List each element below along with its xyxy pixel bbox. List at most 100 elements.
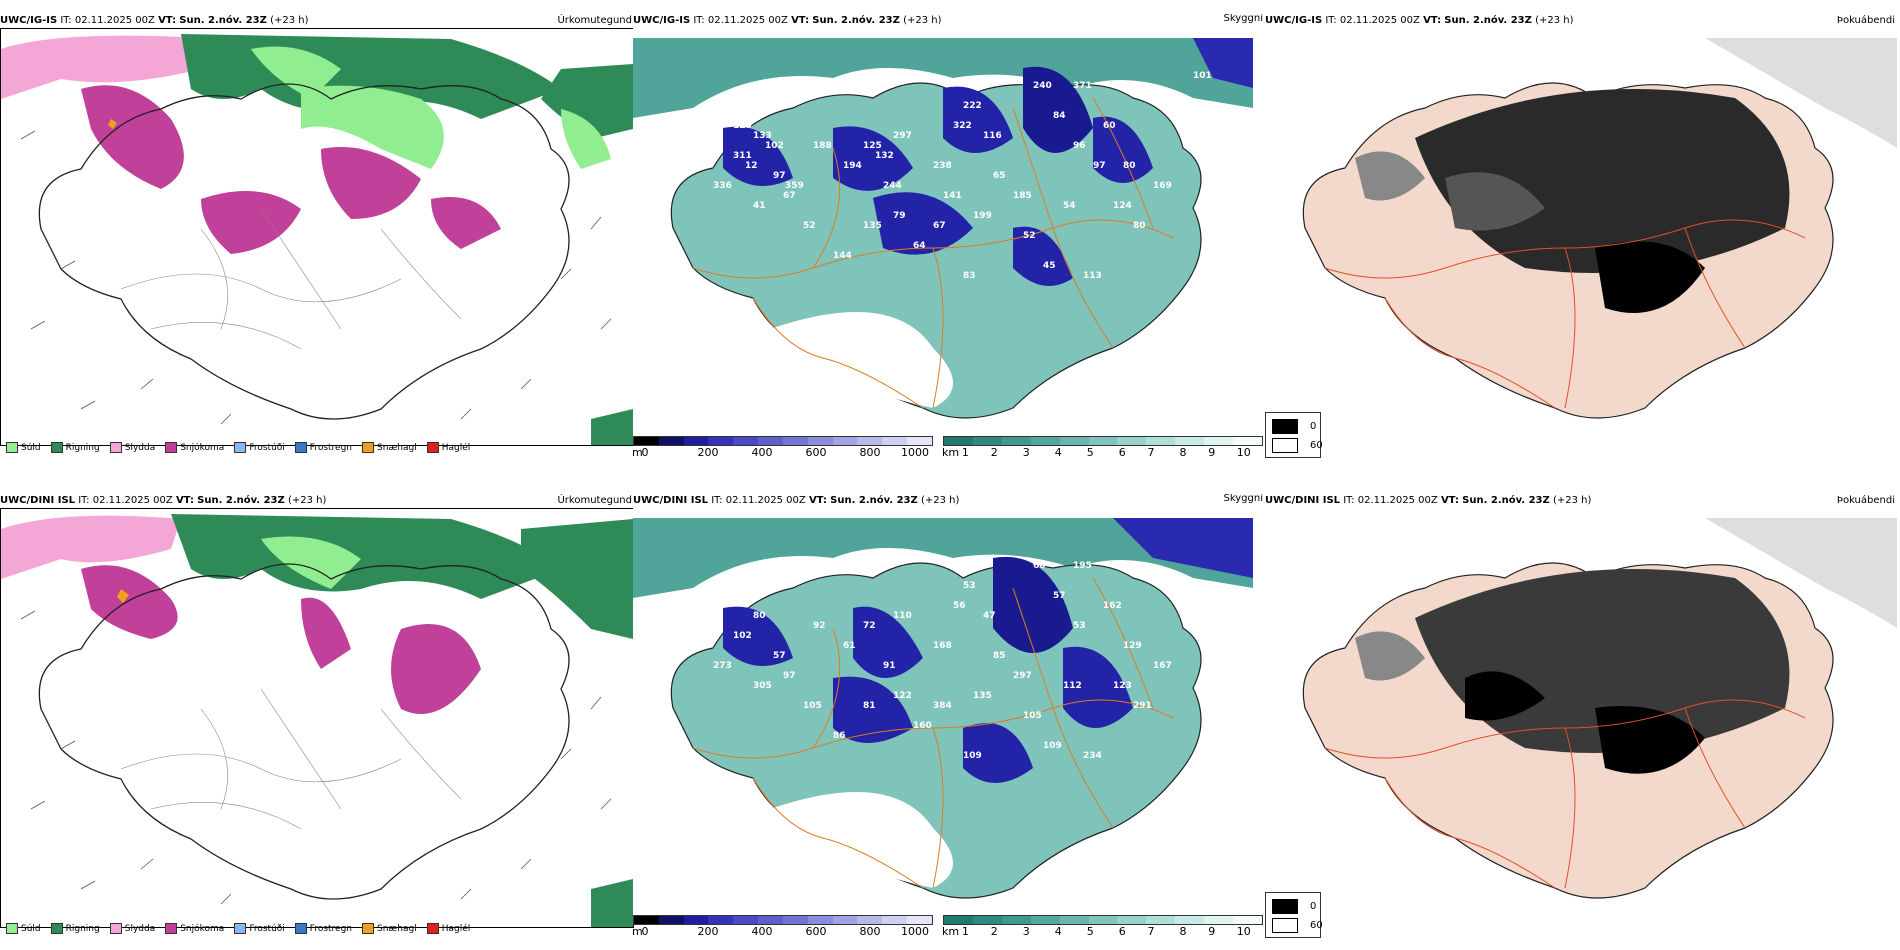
- tick-label: 9: [1208, 446, 1216, 459]
- fog-legend-swatch: [1272, 918, 1298, 933]
- height-label: 96: [1073, 141, 1086, 151]
- height-label: 97: [1093, 161, 1106, 171]
- height-label: 129: [1123, 641, 1142, 651]
- height-label: 67: [783, 191, 796, 201]
- height-label: 72: [863, 621, 876, 631]
- legend-swatch: [426, 442, 439, 453]
- height-label: 102: [765, 141, 784, 151]
- height-label: 84: [1053, 111, 1066, 121]
- height-label: 144: [833, 251, 852, 261]
- height-label: 244: [883, 181, 902, 191]
- tick-label: 600: [805, 446, 827, 459]
- tick-label: 600: [805, 925, 827, 938]
- fog-legend-item: 60: [1272, 918, 1323, 933]
- height-label: 160: [913, 721, 932, 731]
- height-label: 238: [933, 161, 952, 171]
- legend-swatch: [362, 442, 375, 453]
- colorbar-blocks: [943, 915, 1263, 925]
- panel-title: Skyggni: [1223, 14, 1263, 24]
- panel-title: Þokuábendi: [1836, 495, 1895, 506]
- height-label: 167: [1153, 661, 1172, 671]
- precip-map: [0, 28, 634, 446]
- height-label: 80: [753, 611, 766, 621]
- visibility-colorbar-top: km 1 2 3 4 5 6 7 8 9 10: [942, 436, 1263, 459]
- legend-swatch: [50, 442, 63, 453]
- height-label: 132: [875, 151, 894, 161]
- panel-header: UWC/DINI ISL IT: 02.11.2025 00Z VT: Sun.…: [633, 495, 960, 506]
- height-label: 109: [963, 751, 982, 761]
- height-label: 47: [983, 611, 996, 621]
- legend-swatch: [294, 923, 307, 934]
- fog-legend-bottom: 0 60: [1265, 892, 1323, 938]
- height-label: 110: [893, 611, 912, 621]
- legend-swatch: [109, 442, 122, 453]
- height-label: 141: [943, 191, 962, 201]
- height-label: 305: [753, 681, 772, 691]
- tick-label: 10: [1236, 925, 1251, 938]
- tick-label: 6: [1118, 446, 1126, 459]
- height-label: 384: [933, 701, 952, 711]
- height-label: 41: [753, 201, 766, 211]
- height-label: 169: [1153, 181, 1172, 191]
- height-label: 57: [773, 651, 786, 661]
- tick-label: 5: [1086, 446, 1094, 459]
- legend-swatch: [234, 923, 247, 934]
- panel-precip-type-bottom: UWC/DINI ISL IT: 02.11.2025 00Z VT: Sun.…: [0, 494, 634, 944]
- tick-label: 7: [1147, 446, 1155, 459]
- precip-type-legend: Súld Rigning Slydda Snjókoma Frostúði Fr…: [6, 923, 470, 934]
- panel-header: UWC/IG-IS IT: 02.11.2025 00Z VT: Sun. 2.…: [1265, 15, 1574, 26]
- height-label: 86: [833, 731, 846, 741]
- height-label: 56: [953, 601, 966, 611]
- colorbar-blocks: [633, 915, 933, 925]
- colorbar-unit: m: [632, 446, 643, 459]
- legend-swatch: [6, 923, 18, 934]
- height-colorbar-top: m 0 200 400 600 800 1000: [632, 436, 933, 459]
- height-label: 101: [1193, 71, 1212, 81]
- height-label: 80: [1133, 221, 1146, 231]
- legend-item: Snjókoma: [165, 442, 224, 453]
- tick-label: 1: [961, 446, 969, 459]
- panel-visibility-bottom: UWC/DINI ISL IT: 02.11.2025 00Z VT: Sun.…: [633, 494, 1265, 944]
- height-label: 120: [733, 121, 752, 131]
- colorbar-blocks: [633, 436, 933, 446]
- panel-header: UWC/IG-IS IT: 02.11.2025 00Z VT: Sun. 2.…: [0, 15, 309, 26]
- legend-item: Rigning: [50, 923, 100, 934]
- tick-label: 2: [990, 925, 998, 938]
- legend-item: Slydda: [109, 923, 155, 934]
- tick-label: 4: [1054, 446, 1062, 459]
- tick-label: 800: [859, 925, 881, 938]
- legend-item: Frostúði: [234, 442, 285, 453]
- height-label: 57: [1053, 591, 1066, 601]
- legend-swatch: [165, 923, 178, 934]
- panel-title: Úrkomutegund: [557, 495, 632, 506]
- height-label: 336: [713, 181, 732, 191]
- height-label: 85: [993, 651, 1006, 661]
- height-label: 105: [1023, 711, 1042, 721]
- height-label: 52: [803, 221, 816, 231]
- legend-swatch: [294, 442, 307, 453]
- height-label: 135: [863, 221, 882, 231]
- height-label: 52: [1023, 231, 1036, 241]
- height-label: 199: [973, 211, 992, 221]
- legend-item: Súld: [6, 442, 41, 453]
- height-label: 359: [785, 181, 804, 191]
- legend-swatch: [234, 442, 247, 453]
- tick-label: 9: [1208, 925, 1216, 938]
- visibility-map: 80 57 102 72 91 61 53 47 56 60 57 53 162 129 122 384160…: [633, 508, 1265, 918]
- height-label: 53: [1073, 621, 1086, 631]
- height-label: 97: [773, 171, 786, 181]
- colorbar-unit: m: [632, 925, 643, 938]
- legend-item: Snjókoma: [165, 923, 224, 934]
- colorbar-blocks: [943, 436, 1263, 446]
- height-label: 65: [993, 171, 1006, 181]
- panel-title: Úrkomutegund: [557, 15, 632, 26]
- legend-item: Rigning: [50, 442, 100, 453]
- height-label: 91: [883, 661, 896, 671]
- height-label: 60: [1033, 561, 1046, 571]
- height-label: 61: [843, 641, 856, 651]
- panel-precip-type-top: UWC/IG-IS IT: 02.11.2025 00Z VT: Sun. 2.…: [0, 14, 634, 462]
- height-colorbar-bottom: m 0 200 400 600 800 1000: [632, 915, 933, 938]
- legend-swatch: [109, 923, 122, 934]
- panel-header: UWC/IG-IS IT: 02.11.2025 00Z VT: Sun. 2.…: [633, 15, 942, 26]
- tick-label: 200: [697, 446, 719, 459]
